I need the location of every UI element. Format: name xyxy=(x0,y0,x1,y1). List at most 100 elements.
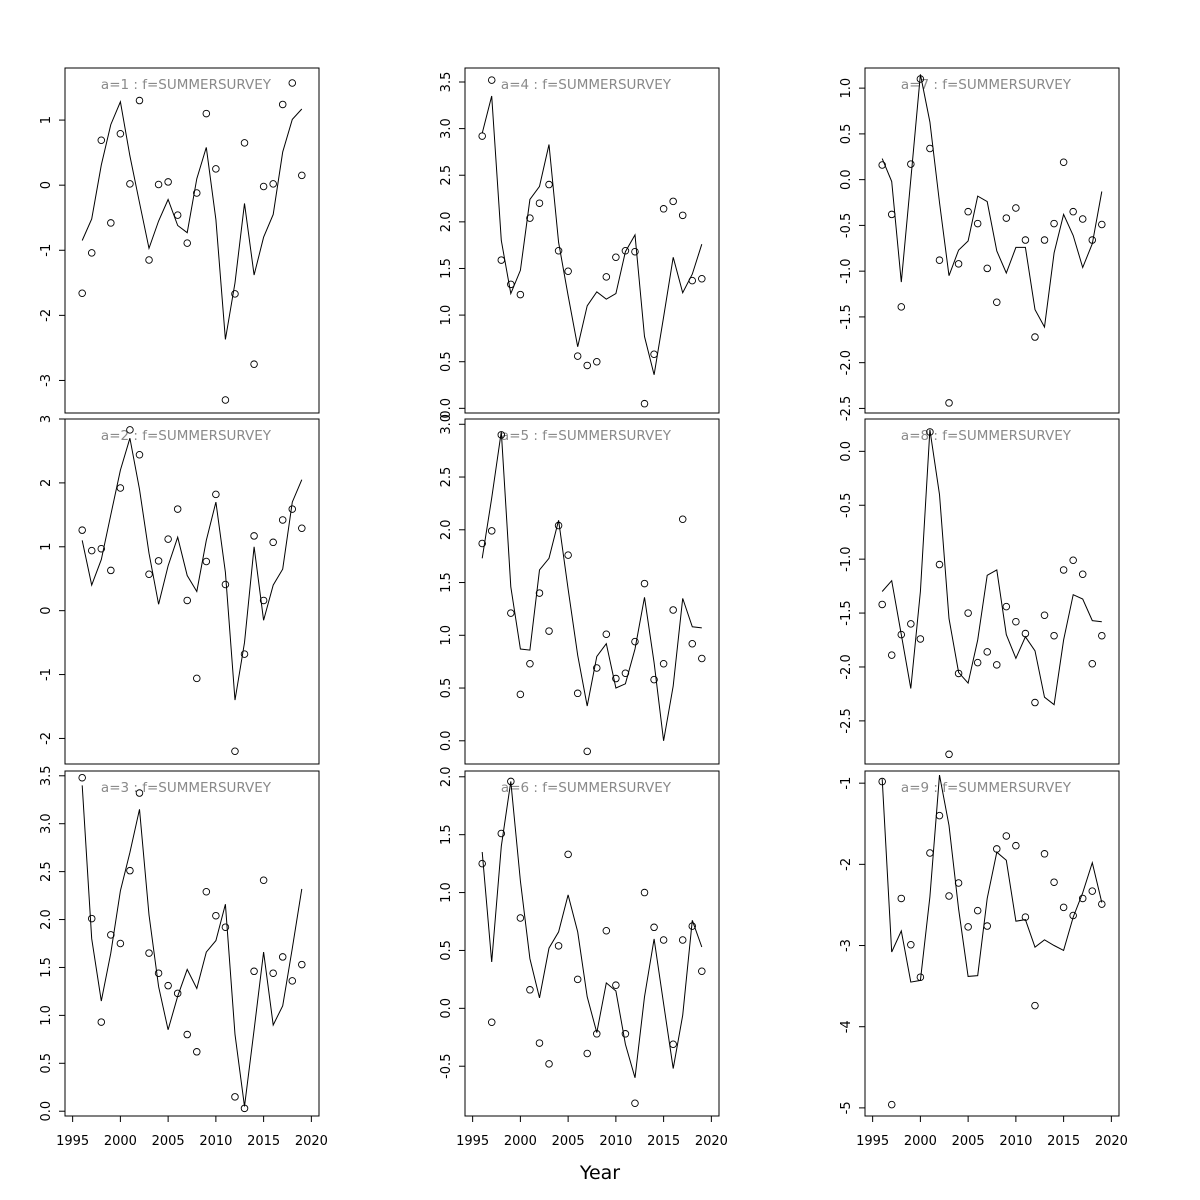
panel-title: a=8 : f=SUMMERSURVEY xyxy=(901,428,1072,444)
fitted-line xyxy=(81,438,303,701)
observed-point xyxy=(1031,1001,1039,1010)
observed-point xyxy=(554,247,563,255)
observed-point xyxy=(164,981,172,990)
observed-point xyxy=(1088,236,1097,244)
observed-point xyxy=(507,777,515,786)
y-tick-label: 0.5 xyxy=(439,678,454,699)
observed-point xyxy=(97,1018,106,1026)
y-tick-label: 0.0 xyxy=(39,1101,54,1122)
observed-point xyxy=(231,290,239,298)
fitted-line xyxy=(81,785,303,1107)
panel-title: a=7 : f=SUMMERSURVEY xyxy=(901,77,1072,93)
observed-point xyxy=(1050,878,1058,886)
observed-point xyxy=(897,630,906,639)
observed-point xyxy=(935,256,944,264)
panel-1: -3 -2 -1 0 1 a=1 : f=SUMMERSURVEY xyxy=(39,67,320,414)
observed-point xyxy=(583,361,591,370)
fitted-line xyxy=(481,431,702,741)
y-tick-label: 2.5 xyxy=(39,861,54,882)
x-tick-label: 2020 xyxy=(295,1134,328,1149)
observed-point xyxy=(298,960,306,969)
observed-point xyxy=(640,888,649,897)
observed-point xyxy=(573,975,582,984)
observed-point xyxy=(602,273,611,281)
observed-point xyxy=(126,180,134,188)
y-tick-label: 0.5 xyxy=(39,1053,54,1074)
observed-point xyxy=(1078,570,1087,579)
panel-frame xyxy=(64,418,320,765)
observed-point xyxy=(916,75,925,83)
observed-point xyxy=(116,939,125,948)
y-tick-label: 3.0 xyxy=(439,118,454,139)
observed-point xyxy=(612,981,620,989)
x-tick-label: 2005 xyxy=(952,1134,985,1149)
observed-point xyxy=(240,139,249,147)
observed-point xyxy=(964,609,972,617)
observed-point xyxy=(907,620,915,628)
observed-point xyxy=(212,490,220,499)
y-tick-label: 2.0 xyxy=(39,909,54,930)
panel-frame xyxy=(464,770,720,1117)
observed-point xyxy=(545,180,553,189)
observed-point xyxy=(535,1039,544,1047)
observed-point xyxy=(678,515,687,523)
observed-point xyxy=(107,566,115,575)
observed-point xyxy=(669,1040,677,1048)
observed-point xyxy=(269,969,277,977)
observed-point xyxy=(126,426,134,434)
observed-point xyxy=(87,546,96,555)
panel-title: a=6 : f=SUMMERSURVEY xyxy=(501,780,672,796)
x-tick-label: 2015 xyxy=(1047,1134,1080,1149)
y-tick-label: 0.0 xyxy=(839,169,854,190)
panel-title: a=9 : f=SUMMERSURVEY xyxy=(901,780,1072,796)
panel-title: a=3 : f=SUMMERSURVEY xyxy=(101,780,272,796)
observed-point xyxy=(1031,333,1039,341)
observed-point xyxy=(545,1060,553,1068)
observed-point xyxy=(1002,832,1011,840)
y-tick-label: -2.0 xyxy=(839,654,854,679)
observed-point xyxy=(631,247,639,256)
observed-point xyxy=(602,927,611,935)
observed-point xyxy=(78,289,86,297)
observed-point xyxy=(116,129,125,138)
observed-point xyxy=(507,609,515,617)
observed-point xyxy=(1050,219,1058,228)
observed-point xyxy=(621,1030,630,1038)
observed-point xyxy=(1021,629,1030,638)
observed-point xyxy=(193,674,201,683)
y-tick-label: 3.0 xyxy=(39,813,54,834)
y-tick-label: -1 xyxy=(39,668,54,681)
observed-point xyxy=(593,664,601,672)
observed-point xyxy=(1002,214,1011,222)
y-tick-label: 1.5 xyxy=(39,957,54,978)
observed-point xyxy=(221,580,230,589)
panel-6: -0.5 0.0 0.5 1.0 1.5 2.0 1995 2000 2005 2010 2015 2… xyxy=(439,766,728,1149)
y-tick-label: 3.0 xyxy=(439,414,454,435)
y-tick-label: 1.0 xyxy=(439,882,454,903)
panel-frame xyxy=(464,418,720,765)
observed-point xyxy=(526,986,534,994)
y-tick-label: -1 xyxy=(839,777,854,790)
y-tick-label: 1 xyxy=(39,543,54,551)
observed-point xyxy=(983,922,991,930)
observed-point xyxy=(193,1048,201,1056)
panel-9: -5 -4 -3 -2 -1 1995 2000 2005 2010 2015 2020 a=9 : … xyxy=(839,770,1128,1149)
observed-point xyxy=(573,352,582,360)
observed-point xyxy=(926,144,934,153)
observed-point xyxy=(1078,215,1087,223)
observed-point xyxy=(173,505,182,513)
y-tick-label: 1.0 xyxy=(39,1005,54,1026)
observed-point xyxy=(1059,566,1068,574)
y-tick-label: -1.5 xyxy=(839,304,854,329)
observed-point xyxy=(298,171,306,180)
observed-point xyxy=(1012,204,1020,212)
observed-point xyxy=(887,1100,896,1109)
y-tick-label: 2.0 xyxy=(439,212,454,233)
observed-point xyxy=(1078,894,1087,903)
observed-point xyxy=(1069,911,1077,920)
panel-5: 0.0 0.5 1.0 1.5 2.0 2.5 3.0 a=5 : f=SUMMERSURVE… xyxy=(439,414,720,765)
observed-point xyxy=(993,661,1001,669)
observed-point xyxy=(259,876,268,885)
